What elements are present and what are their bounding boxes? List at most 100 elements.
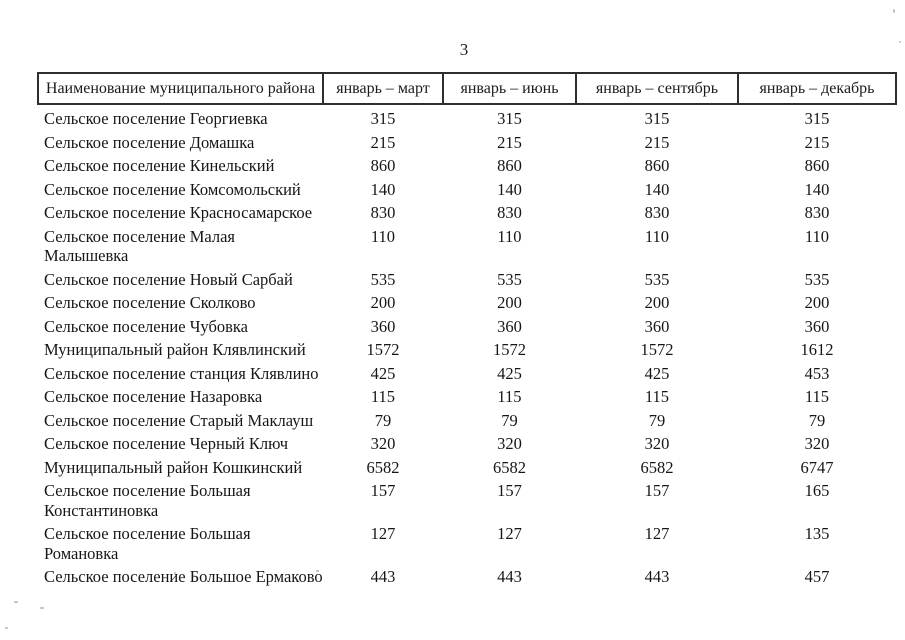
table-row: Сельское поселение Кинельский 860 860 860 86… <box>38 154 896 178</box>
period-value: 830 <box>804 203 830 222</box>
header-january-december: январь – декабрь <box>737 72 897 105</box>
period-value: 200 <box>370 293 396 312</box>
district-name: Сельское поселение Георгиевка <box>44 109 268 128</box>
period-value: 443 <box>370 567 396 586</box>
period-value: 215 <box>804 132 830 152</box>
period-value: 830 <box>497 203 522 222</box>
table-row: Сельское поселение Черный Ключ 320 320 320 3… <box>38 432 896 456</box>
table-row: Сельское поселение Сколково 200 200 200 200 <box>38 291 896 315</box>
table-row: Сельское поселение станция Клявлино 425 42… <box>38 362 896 386</box>
period-value: 215 <box>370 132 396 152</box>
table-row: Сельское поселение Георгиевка 315 315 315 31… <box>38 104 896 131</box>
period-value: 140 <box>804 179 830 199</box>
period-value: 6747 <box>800 457 834 477</box>
period-value: 443 <box>497 567 522 586</box>
district-name: Сельское поселение Красносамарское <box>44 203 313 222</box>
table-row: Сельское поселение Назаровка 115 115 115 115 <box>38 385 896 409</box>
district-name: Сельское поселение Малая Малышевка <box>44 226 235 266</box>
period-value: 6582 <box>493 457 526 477</box>
scan-speckle <box>316 570 319 572</box>
page-number: 3 <box>459 40 469 59</box>
period-value: 165 <box>804 481 830 500</box>
period-value: 860 <box>804 156 830 175</box>
period-value: 110 <box>804 226 830 246</box>
district-name: Сельское поселение Черный Ключ <box>44 434 289 453</box>
table-row: Муниципальный район Кошкинский 6582 6582 65… <box>38 456 896 480</box>
period-value: 1572 <box>493 340 526 359</box>
district-name: Муниципальный район Клявлинский <box>44 340 306 359</box>
period-value: 425 <box>497 363 522 383</box>
table-row: Сельское поселение Большое Ермаково 443 44… <box>38 565 896 589</box>
header-january-march: январь – март <box>322 72 444 105</box>
scan-speckle <box>40 607 44 609</box>
period-value: 157 <box>497 481 522 500</box>
period-value: 443 <box>644 567 670 586</box>
period-value: 1572 <box>366 340 400 359</box>
period-value: 860 <box>370 156 396 175</box>
district-name: Сельское поселение Большая Романовка <box>44 524 251 563</box>
period-value: 360 <box>497 316 522 336</box>
table-row: Сельское поселение Красносамарское 830 830… <box>38 201 896 225</box>
period-value: 315 <box>804 109 830 128</box>
municipal-data-table: Наименование муниципального района январ… <box>37 72 897 589</box>
period-value: 860 <box>644 156 670 175</box>
district-name: Сельское поселение станция Клявлино <box>44 363 319 383</box>
table-row: Сельское поселение Новый Сарбай 535 535 535… <box>38 268 896 292</box>
district-name: Сельское поселение Старый Маклауш <box>44 410 314 430</box>
period-value: 457 <box>804 567 830 586</box>
period-value: 127 <box>370 524 396 543</box>
table-row: Сельское поселение Большая Романовка 127 1… <box>38 522 896 565</box>
table-row: Сельское поселение Малая Малышевка 110 110… <box>38 225 896 268</box>
table-row: Муниципальный район Клявлинский 1572 1572 1… <box>38 338 896 362</box>
district-name: Сельское поселение Новый Сарбай <box>44 269 293 289</box>
period-value: 360 <box>370 316 396 336</box>
period-value: 200 <box>497 293 522 312</box>
district-name: Сельское поселение Кинельский <box>44 156 275 175</box>
period-value: 157 <box>644 481 670 500</box>
period-value: 110 <box>497 226 522 246</box>
scan-speckle <box>14 601 18 603</box>
period-value: 110 <box>644 226 670 246</box>
period-value: 315 <box>497 109 522 128</box>
period-value: 140 <box>370 179 396 199</box>
period-value: 360 <box>804 316 830 336</box>
period-value: 315 <box>644 109 670 128</box>
period-value: 6582 <box>640 457 674 477</box>
scan-speckle <box>899 41 901 43</box>
period-value: 535 <box>804 269 830 289</box>
period-value: 115 <box>804 387 830 406</box>
period-value: 140 <box>644 179 670 199</box>
period-value: 135 <box>804 524 830 543</box>
period-value: 110 <box>370 226 396 246</box>
period-value: 215 <box>497 132 522 152</box>
header-january-september: январь – сентябрь <box>575 72 739 105</box>
period-value: 425 <box>370 363 396 383</box>
period-value: 115 <box>644 387 670 406</box>
period-value: 140 <box>497 179 522 199</box>
period-value: 79 <box>808 410 826 430</box>
table-header-row: Наименование муниципального района январ… <box>37 72 897 105</box>
period-value: 535 <box>497 269 522 289</box>
scan-speckle <box>893 9 895 13</box>
period-value: 157 <box>370 481 396 500</box>
period-value: 860 <box>497 156 522 175</box>
period-value: 453 <box>804 363 830 383</box>
table-row: Сельское поселение Большая Константиновк… <box>38 479 896 522</box>
period-value: 830 <box>370 203 396 222</box>
table-row: Сельское поселение Домашка 215 215 215 215 <box>38 131 896 155</box>
period-value: 830 <box>644 203 670 222</box>
period-value: 1612 <box>800 340 834 359</box>
period-value: 320 <box>644 434 670 453</box>
district-name: Сельское поселение Большая Константиновк… <box>44 481 251 520</box>
period-value: 320 <box>497 434 522 453</box>
table-row: Сельское поселение Старый Маклауш 79 79 79 7… <box>38 409 896 433</box>
period-value: 320 <box>804 434 830 453</box>
period-value: 6582 <box>366 457 400 477</box>
period-value: 535 <box>644 269 670 289</box>
district-name: Сельское поселение Чубовка <box>44 316 248 336</box>
district-name: Сельское поселение Большое Ермаково <box>44 567 323 586</box>
period-value: 200 <box>644 293 670 312</box>
district-name: Сельское поселение Сколково <box>44 293 256 312</box>
period-value: 425 <box>644 363 670 383</box>
